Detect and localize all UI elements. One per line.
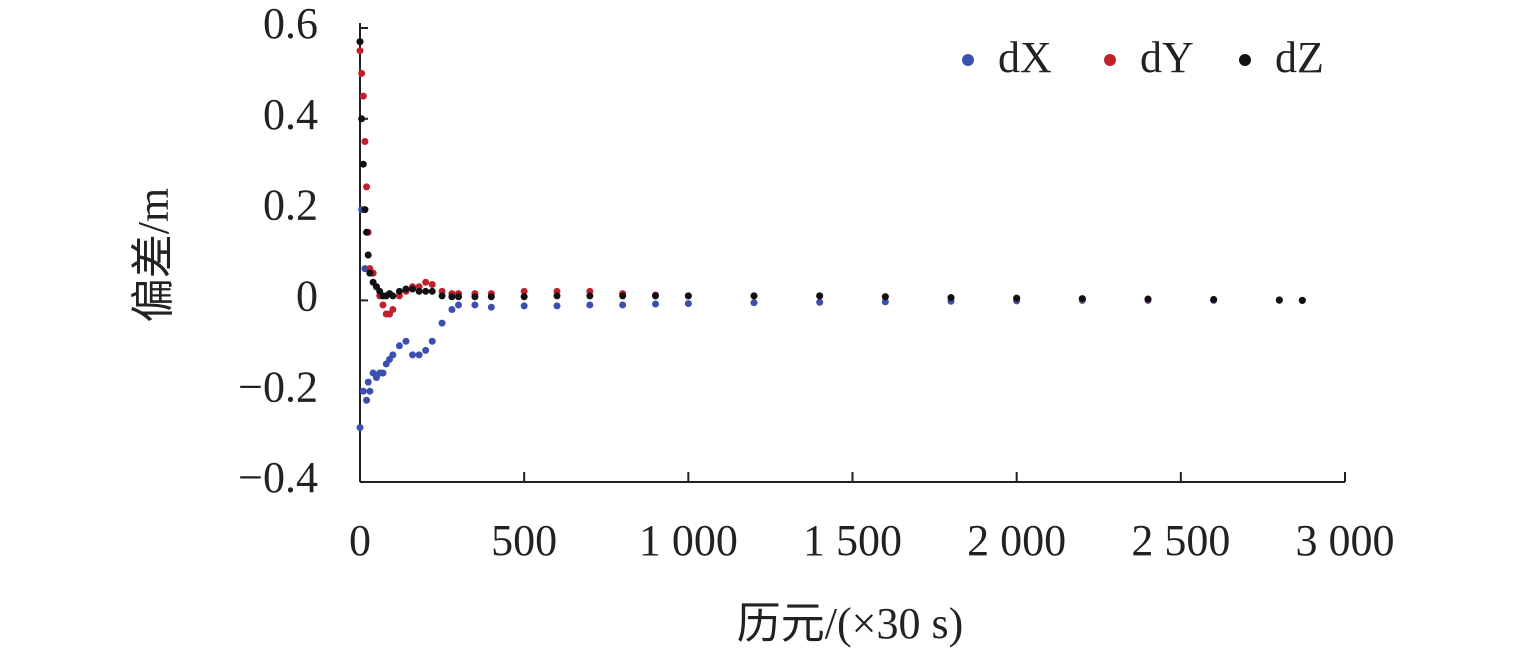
point — [402, 285, 410, 293]
x-tick-label: 2 500 — [1131, 516, 1230, 565]
point — [1210, 295, 1218, 303]
point — [356, 47, 364, 55]
point — [652, 292, 659, 300]
point — [1078, 295, 1086, 303]
point — [438, 319, 446, 327]
x-tick-label: 1 000 — [639, 516, 738, 565]
point — [422, 278, 430, 286]
point — [553, 302, 561, 310]
point — [422, 346, 430, 354]
point — [520, 293, 528, 301]
point — [379, 369, 387, 377]
point — [586, 301, 594, 309]
point — [471, 293, 479, 301]
point — [487, 303, 495, 311]
point — [364, 378, 372, 386]
point — [487, 293, 495, 301]
point — [356, 424, 364, 432]
x-tick-label: 3 000 — [1296, 516, 1395, 565]
y-axis-title: 偏差/m — [129, 188, 178, 322]
point — [361, 206, 369, 214]
legend-marker — [962, 54, 974, 66]
point — [366, 269, 374, 277]
point — [455, 293, 462, 301]
point — [816, 298, 824, 306]
point — [409, 285, 417, 293]
point — [389, 351, 397, 359]
point — [448, 293, 456, 301]
point — [750, 292, 758, 300]
point — [415, 351, 423, 359]
legend-label: dX — [998, 33, 1052, 82]
legend-label: dZ — [1275, 33, 1324, 82]
point — [1275, 296, 1283, 304]
legend-marker — [1239, 54, 1251, 66]
point — [379, 301, 387, 309]
point — [750, 299, 758, 307]
point — [415, 287, 423, 295]
point — [438, 292, 446, 300]
y-tick-label: 0.2 — [263, 181, 318, 230]
point — [361, 138, 369, 145]
point — [684, 300, 692, 308]
point — [363, 183, 371, 191]
point — [586, 292, 594, 300]
point — [881, 293, 889, 301]
point — [395, 342, 403, 350]
point — [358, 115, 366, 123]
y-tick-label: −0.4 — [238, 453, 318, 502]
point — [366, 387, 374, 395]
point — [409, 351, 417, 359]
point — [428, 281, 436, 289]
x-tick-label: 2 000 — [967, 516, 1066, 565]
point — [422, 287, 430, 295]
point — [358, 69, 366, 77]
point — [361, 265, 369, 273]
legend-marker — [1104, 54, 1116, 66]
legend-label: dY — [1140, 33, 1194, 82]
point — [363, 396, 371, 404]
point — [947, 294, 955, 302]
point — [619, 292, 627, 300]
point — [520, 287, 528, 295]
point — [356, 38, 364, 46]
point — [816, 292, 824, 300]
point — [364, 251, 372, 259]
point — [428, 337, 436, 345]
x-tick-label: 1 500 — [803, 516, 902, 565]
point — [471, 301, 479, 309]
x-tick-label: 0 — [349, 516, 371, 565]
x-axis-title: 历元/(×30 s) — [737, 599, 963, 648]
point — [359, 387, 367, 395]
point — [684, 292, 692, 300]
y-tick-label: 0.4 — [263, 90, 318, 139]
point — [448, 305, 456, 313]
point — [1144, 295, 1152, 303]
y-tick-label: 0.6 — [263, 0, 318, 48]
point — [652, 300, 659, 308]
point — [881, 298, 889, 306]
point — [428, 287, 436, 295]
point — [455, 301, 462, 309]
point — [389, 305, 397, 313]
point — [1013, 294, 1021, 302]
point — [389, 292, 397, 300]
point — [395, 287, 403, 295]
x-tick-label: 500 — [491, 516, 557, 565]
point — [553, 292, 561, 300]
point — [619, 301, 627, 309]
point — [520, 302, 528, 310]
point — [359, 160, 367, 168]
point — [363, 228, 371, 236]
point — [1298, 296, 1306, 304]
point — [359, 92, 367, 100]
point — [402, 337, 410, 345]
y-tick-label: 0 — [296, 271, 318, 320]
y-tick-label: −0.2 — [238, 362, 318, 411]
